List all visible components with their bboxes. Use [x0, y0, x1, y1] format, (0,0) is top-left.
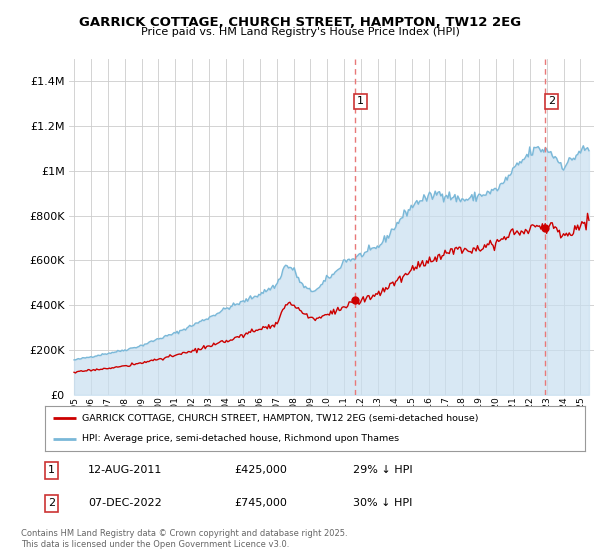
Text: GARRICK COTTAGE, CHURCH STREET, HAMPTON, TW12 2EG: GARRICK COTTAGE, CHURCH STREET, HAMPTON,… [79, 16, 521, 29]
Text: 2: 2 [548, 96, 555, 106]
Text: 30% ↓ HPI: 30% ↓ HPI [353, 498, 412, 508]
Text: £425,000: £425,000 [234, 465, 287, 475]
Text: 12-AUG-2011: 12-AUG-2011 [88, 465, 163, 475]
Text: HPI: Average price, semi-detached house, Richmond upon Thames: HPI: Average price, semi-detached house,… [82, 434, 399, 443]
Text: GARRICK COTTAGE, CHURCH STREET, HAMPTON, TW12 2EG (semi-detached house): GARRICK COTTAGE, CHURCH STREET, HAMPTON,… [82, 414, 478, 423]
Text: 29% ↓ HPI: 29% ↓ HPI [353, 465, 412, 475]
Text: 1: 1 [48, 465, 55, 475]
Text: 1: 1 [357, 96, 364, 106]
Text: £745,000: £745,000 [234, 498, 287, 508]
Text: Contains HM Land Registry data © Crown copyright and database right 2025.
This d: Contains HM Land Registry data © Crown c… [21, 529, 347, 549]
Text: 2: 2 [48, 498, 55, 508]
Text: 07-DEC-2022: 07-DEC-2022 [88, 498, 162, 508]
Text: Price paid vs. HM Land Registry's House Price Index (HPI): Price paid vs. HM Land Registry's House … [140, 27, 460, 37]
